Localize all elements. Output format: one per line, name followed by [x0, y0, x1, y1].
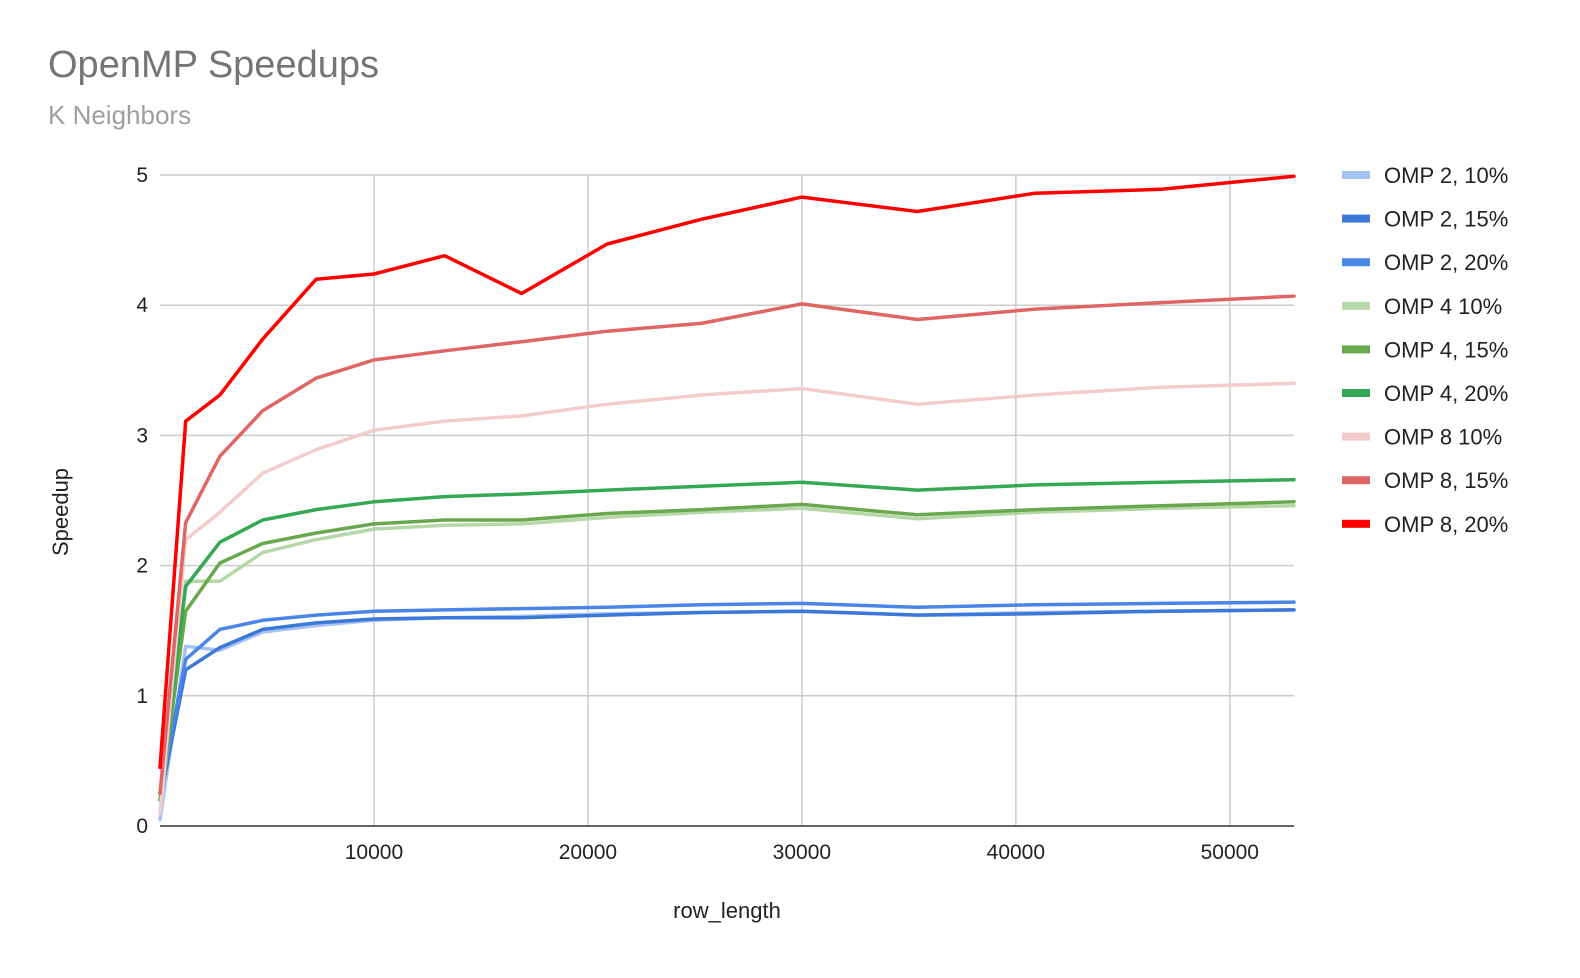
legend-swatch [1342, 432, 1370, 441]
series-line-1 [158, 608, 1296, 802]
y-tick-label: 5 [136, 164, 148, 187]
y-tick-label: 0 [136, 815, 148, 838]
series-line-3 [158, 503, 1296, 815]
legend-swatch [1342, 301, 1370, 310]
legend-swatch [1342, 258, 1370, 267]
legend-swatch [1342, 214, 1370, 223]
legend-label: OMP 2, 15% [1384, 207, 1508, 232]
series-line-8 [158, 174, 1296, 770]
x-tick-label: 30000 [773, 841, 831, 864]
legend-label: OMP 8, 15% [1384, 468, 1508, 493]
legend-label: OMP 2, 10% [1384, 163, 1508, 188]
chart-title: OpenMP Speedups [48, 44, 379, 86]
legend-swatch [1342, 171, 1370, 179]
series-line-2 [158, 600, 1296, 796]
series-line-0 [158, 608, 1296, 822]
y-tick-label: 1 [136, 685, 148, 708]
y-tick-label: 3 [136, 424, 148, 447]
legend: OMP 2, 10% OMP 2, 15% OMP 2, 20% OMP 4 10% O… [1342, 163, 1508, 537]
legend-swatch [1342, 519, 1370, 528]
legend-swatch [1342, 476, 1370, 485]
x-tick-label: 10000 [345, 841, 403, 864]
series-line-6 [158, 381, 1296, 815]
series-line-7 [158, 294, 1296, 796]
legend-label: OMP 8, 20% [1384, 512, 1508, 537]
series-line-5 [158, 477, 1296, 796]
legend-label: OMP 8 10% [1384, 425, 1502, 450]
y-tick-label: 4 [136, 294, 148, 317]
x-tick-label: 40000 [987, 841, 1045, 864]
legend-label: OMP 4, 20% [1384, 381, 1508, 406]
series-line-4 [158, 500, 1296, 802]
legend-label: OMP 4, 15% [1384, 337, 1508, 362]
tick-labels: 0 1 2 3 4 5 10000 20000 30000 40000 50000 [136, 164, 1259, 864]
x-axis-label: row_length [673, 898, 781, 923]
x-tick-label: 50000 [1201, 841, 1259, 864]
legend-swatch [1342, 389, 1370, 397]
y-tick-label: 2 [136, 555, 148, 578]
grid-lines [160, 174, 1294, 826]
legend-label: OMP 2, 20% [1384, 250, 1508, 275]
x-tick-label: 20000 [559, 841, 617, 864]
legend-swatch [1342, 345, 1370, 354]
legend-label: OMP 4 10% [1384, 294, 1502, 319]
series-lines [158, 174, 1296, 822]
chart-subtitle: K Neighbors [48, 100, 192, 130]
y-axis-label: Speedup [48, 468, 73, 556]
